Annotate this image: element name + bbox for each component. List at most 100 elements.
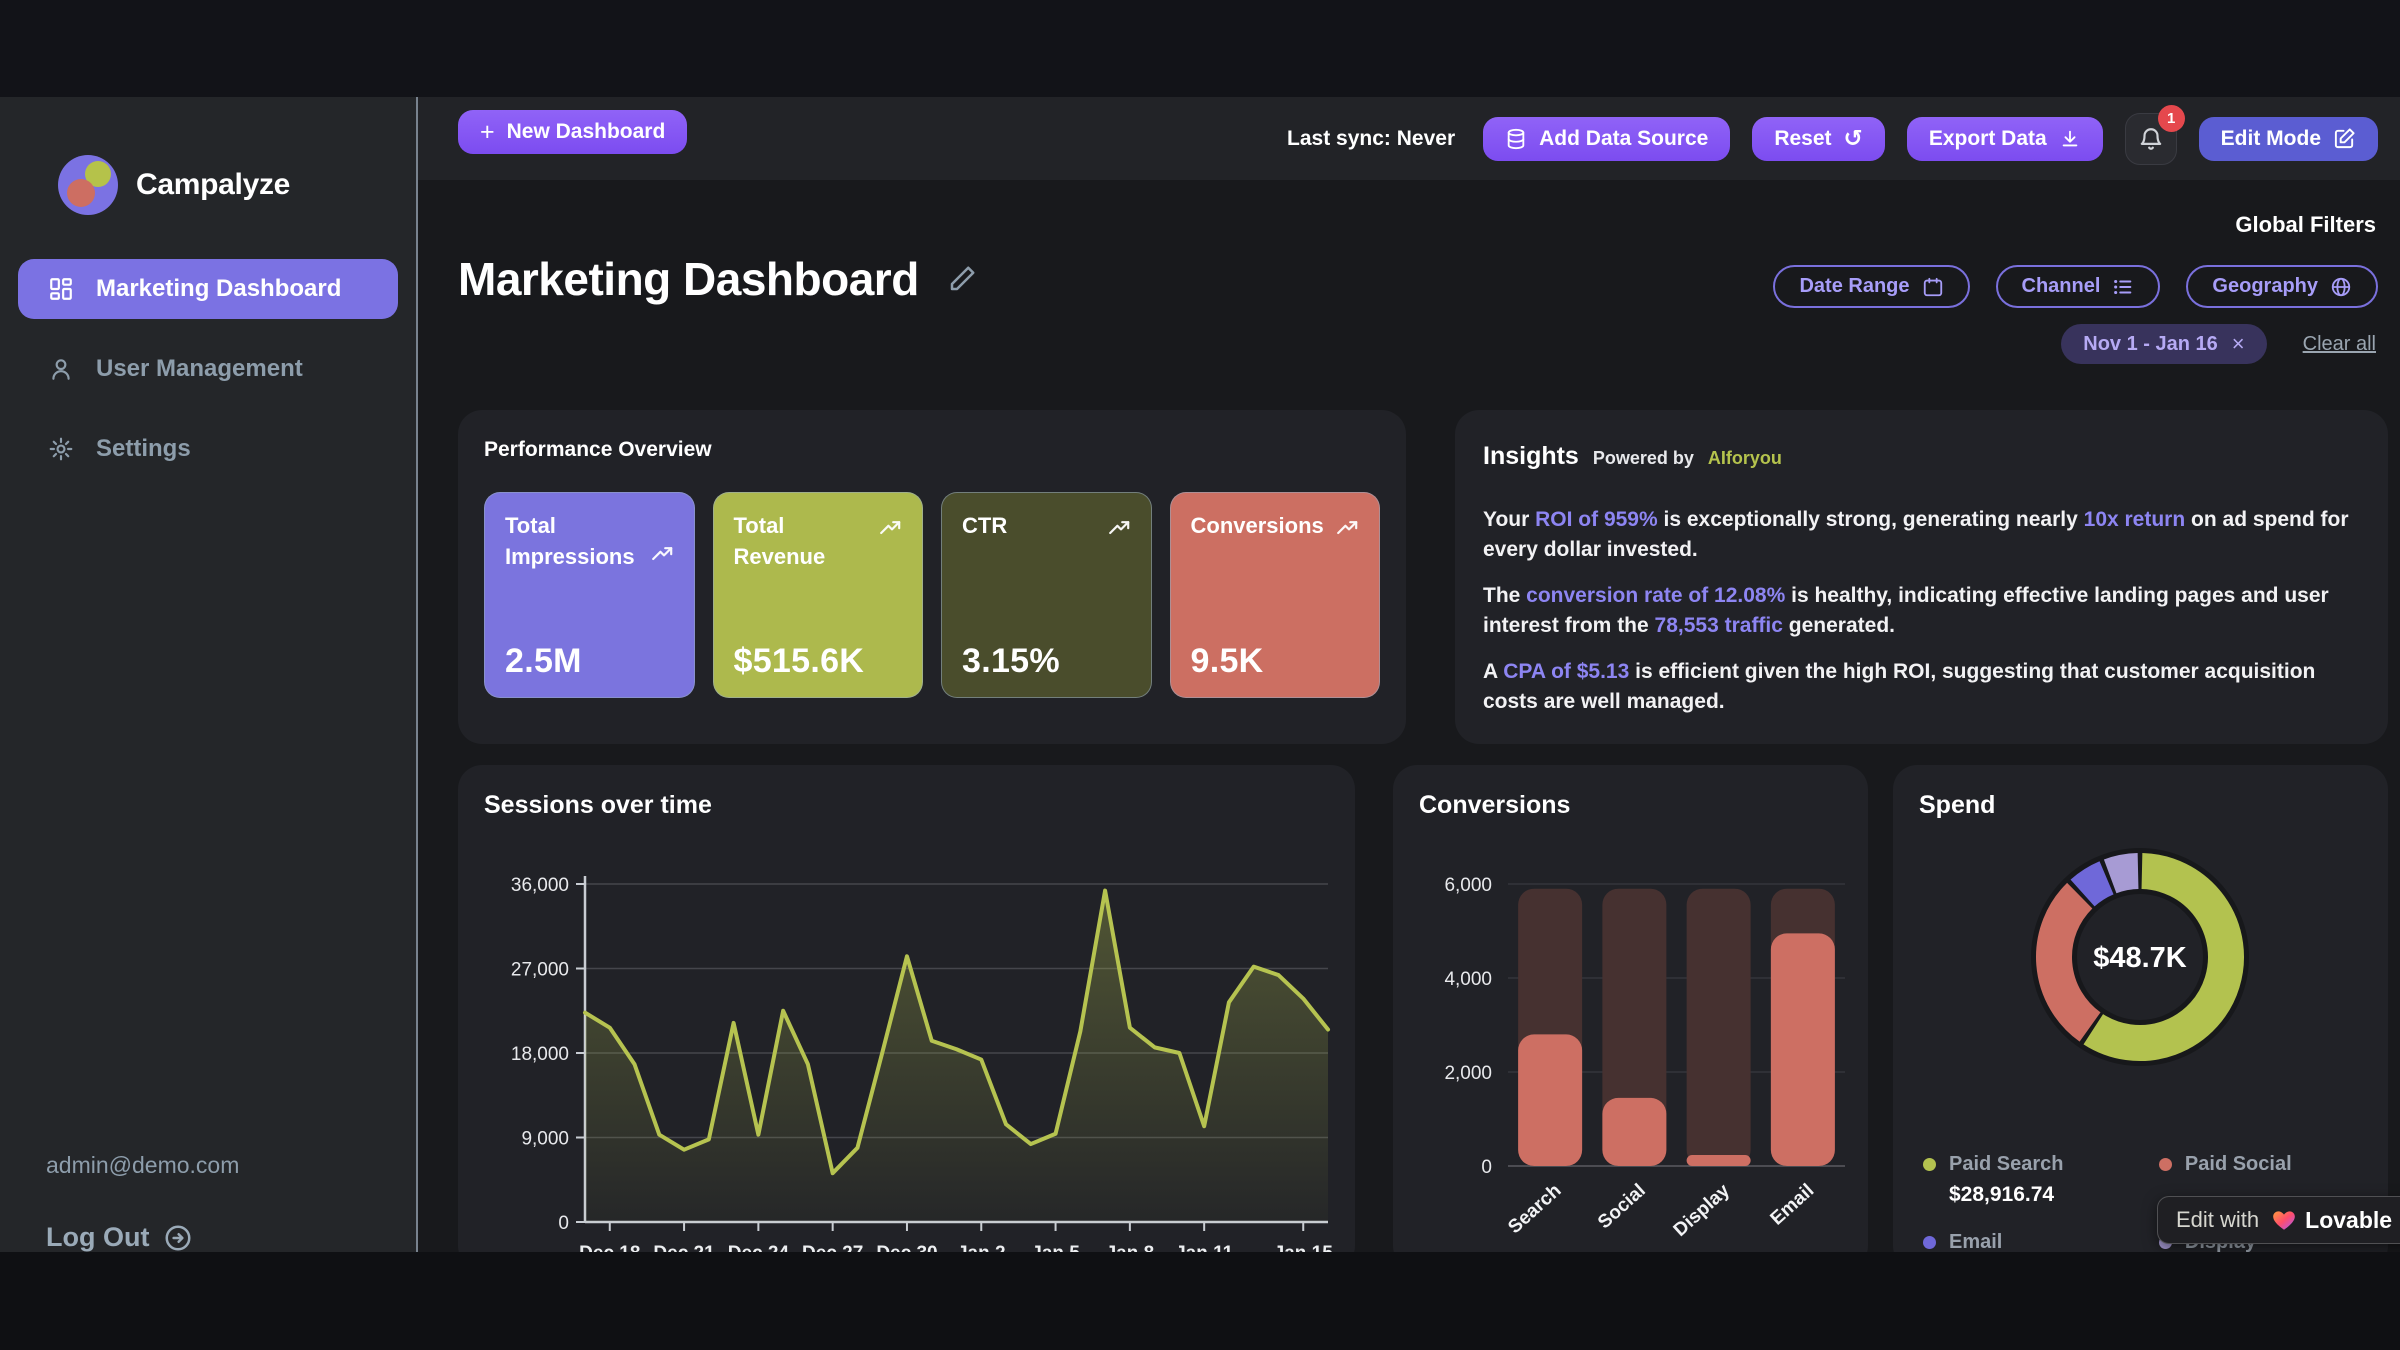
kpi-value: 2.5M	[505, 642, 582, 680]
insight-text: is efficient given the high ROI, suggest…	[1483, 659, 2316, 714]
bar-social	[1602, 1097, 1667, 1166]
bar-email	[1770, 933, 1835, 1166]
conversions-card: Conversions 0 2,000 4,000 6,000 Search Social…	[1393, 765, 1868, 1270]
bar-search	[1518, 1034, 1583, 1166]
user-email: admin@demo.com	[46, 1152, 240, 1178]
plus-icon: +	[480, 117, 495, 146]
logout-label: Log Out	[46, 1222, 150, 1252]
sidebar-item-label: Marketing Dashboard	[96, 275, 342, 302]
insights-title: Insights	[1483, 442, 1579, 470]
legend-item-paid-search: Paid Search $28,916.74	[1923, 1153, 2151, 1207]
kpi-value: 3.15%	[962, 642, 1060, 680]
channel-label: Channel	[2021, 275, 2101, 297]
page-header: Marketing Dashboard	[458, 252, 977, 306]
clear-all-link[interactable]: Clear all	[2302, 332, 2376, 355]
donut-segment-display	[2103, 853, 2140, 894]
insight-text: Your	[1483, 508, 1536, 531]
insight-text: is healthy, indicating effective landing…	[1483, 583, 2329, 638]
trending-up-icon	[1337, 521, 1358, 535]
kpi-value: 9.5K	[1190, 642, 1264, 680]
powered-by-label: Powered by	[1592, 448, 1694, 468]
performance-overview-title: Performance Overview	[484, 438, 712, 461]
sidebar-item-settings[interactable]: Settings	[18, 419, 398, 479]
brand-name: Campalyze	[136, 168, 291, 201]
date-range-filter-button[interactable]: Date Range	[1773, 265, 1970, 308]
edit-square-icon	[2334, 128, 2355, 149]
notifications-button[interactable]: 1	[2124, 104, 2185, 165]
ai-provider-name: AIforyou	[1707, 448, 1782, 468]
lovable-brand-label: Lovable	[2305, 1206, 2393, 1233]
bar-track	[1602, 888, 1667, 1166]
insight-highlight: 10x return	[2083, 508, 2186, 531]
insight-paragraph: A CPA of $5.13 is efficient given the hi…	[1483, 657, 2358, 718]
dashboard-grid-icon	[50, 278, 72, 300]
kpi-conversions[interactable]: Conversions 9.5K	[1169, 492, 1380, 698]
kpi-label: Conversions	[1190, 513, 1324, 538]
sessions-chart-title: Sessions over time	[484, 791, 712, 819]
sessions-area	[585, 890, 1328, 1222]
user-icon	[52, 359, 70, 380]
insight-highlight: ROI of 959%	[1535, 508, 1658, 531]
bottom-letterbox-strip	[0, 1252, 2400, 1350]
y-tick-label: 2,000	[1444, 1063, 1492, 1084]
geography-filter-button[interactable]: Geography	[2186, 265, 2378, 308]
kpi-total-impressions[interactable]: Total Impressions 2.5M	[484, 492, 695, 698]
channel-filter-button[interactable]: Channel	[1995, 265, 2161, 308]
insight-text: on ad spend for every dollar invested.	[1483, 508, 2349, 562]
date-range-chip[interactable]: Nov 1 - Jan 16 ×	[2061, 324, 2267, 364]
calendar-icon	[1923, 277, 1942, 296]
logout-button[interactable]: Log Out	[46, 1222, 193, 1253]
insight-text: The	[1483, 583, 1527, 607]
bell-icon	[2140, 127, 2161, 150]
category-label: Email	[1766, 1180, 1818, 1230]
y-tick-label: 9,000	[521, 1129, 569, 1150]
y-tick-label: 0	[558, 1213, 569, 1234]
remove-chip-icon[interactable]: ×	[2231, 331, 2245, 356]
y-tick-label: 6,000	[1444, 875, 1492, 896]
sidebar-divider	[416, 97, 418, 1252]
trending-up-icon	[651, 547, 672, 561]
list-icon	[2114, 279, 2132, 294]
kpi-label: Total Revenue	[733, 513, 826, 569]
edit-title-pencil-icon[interactable]	[947, 264, 977, 294]
globe-icon	[2331, 277, 2351, 296]
kpi-label: Total Impressions	[505, 513, 635, 569]
bar-display	[1686, 1155, 1751, 1166]
category-label: Display	[1670, 1180, 1735, 1241]
spend-donut-chart: $48.7K	[2031, 848, 2249, 1066]
reset-button[interactable]: Reset ↺	[1752, 116, 1885, 161]
kpi-ctr[interactable]: CTR 3.15%	[941, 492, 1152, 698]
reset-icon: ↺	[1843, 125, 1863, 151]
export-data-label: Export Data	[1928, 126, 2047, 150]
sidebar-item-label: Settings	[96, 435, 191, 462]
performance-overview-card: Performance Overview Total Impressions 2…	[458, 410, 1406, 744]
add-data-source-button[interactable]: Add Data Source	[1483, 116, 1731, 161]
sidebar-nav: Marketing Dashboard User Management Sett…	[18, 259, 398, 499]
sidebar-item-user-management[interactable]: User Management	[18, 339, 398, 399]
legend-label: Email	[1949, 1231, 2003, 1253]
edit-mode-button[interactable]: Edit Mode	[2198, 116, 2378, 161]
sidebar-item-marketing-dashboard[interactable]: Marketing Dashboard	[18, 259, 398, 319]
export-data-button[interactable]: Export Data	[1906, 116, 2103, 161]
category-label: Search	[1504, 1180, 1565, 1238]
global-filters-label: Global Filters	[2235, 212, 2376, 237]
sessions-line	[583, 888, 1330, 1176]
trending-up-icon	[880, 521, 901, 535]
insight-text: is exceptionally strong, generating near…	[1657, 508, 2084, 531]
insight-highlight: 78,553 traffic	[1654, 614, 1783, 638]
sessions-over-time-card: Sessions over time 0 9,000 18,000 27,000 36,…	[458, 765, 1355, 1270]
legend-label: Paid Social	[2184, 1153, 2292, 1175]
sidebar-item-label: User Management	[96, 355, 303, 382]
logo-salmon-dot	[67, 179, 95, 207]
database-icon	[1507, 128, 1525, 149]
geography-label: Geography	[2212, 275, 2318, 297]
edit-with-label: Edit with	[2176, 1207, 2260, 1232]
topbar-actions: Last sync: Never Add Data Source Reset ↺…	[1287, 97, 2378, 180]
kpi-total-revenue[interactable]: Total Revenue $515.6K	[712, 492, 923, 698]
new-dashboard-button[interactable]: + New Dashboard	[458, 110, 688, 154]
conversions-bar-chart: 0 2,000 4,000 6,000 Search Social Display Email	[1444, 875, 1845, 1241]
reset-label: Reset	[1774, 126, 1832, 150]
insight-paragraph: The conversion rate of 12.08% is healthy…	[1483, 581, 2358, 642]
last-sync-status: Last sync: Never	[1287, 126, 1456, 150]
edit-with-lovable-badge[interactable]: Edit with Lovable ×	[2157, 1196, 2400, 1244]
